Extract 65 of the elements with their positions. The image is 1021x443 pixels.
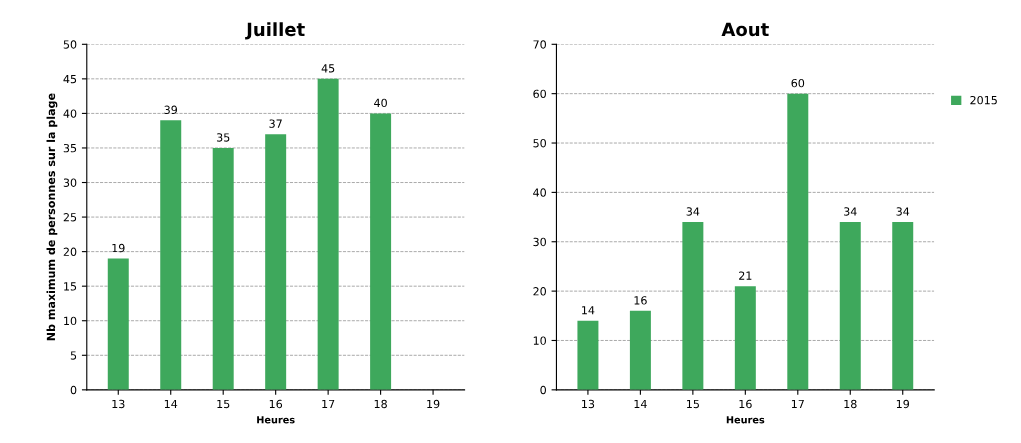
x-tick-label: 18 — [844, 399, 857, 409]
data-label: 34 — [896, 207, 910, 216]
data-label: 19 — [112, 243, 125, 253]
bar — [212, 147, 234, 390]
y-tick-label: 40 — [533, 188, 546, 197]
bar — [734, 286, 756, 390]
y-tick-label: 5 — [70, 351, 77, 360]
x-tick-label: 14 — [164, 399, 178, 408]
bar — [839, 222, 861, 390]
data-label: 34 — [844, 207, 857, 216]
y-tick-label: 70 — [533, 40, 546, 49]
bar — [370, 113, 392, 390]
data-label: 14 — [582, 306, 595, 315]
data-label: 34 — [686, 207, 700, 216]
y-tick-label: 10 — [533, 336, 546, 345]
x-tick-label: 19 — [427, 399, 440, 409]
bar — [160, 120, 182, 390]
data-label: 37 — [269, 119, 282, 128]
x-tick-label: 16 — [269, 399, 283, 409]
bar — [107, 258, 129, 390]
chart-title: Juillet — [245, 22, 305, 40]
data-label: 39 — [164, 105, 178, 114]
y-tick-label: 20 — [533, 287, 546, 296]
y-axis-title: Nb maximum de personnes sur la plage — [46, 93, 58, 341]
data-label: 60 — [791, 78, 805, 88]
x-tick-label: 13 — [582, 399, 595, 409]
x-tick-label: 14 — [634, 399, 647, 408]
x-tick-label: 16 — [739, 399, 752, 409]
y-tick-label: 45 — [63, 74, 77, 84]
x-tick-label: 13 — [112, 399, 125, 409]
y-tick-label: 40 — [63, 109, 77, 118]
data-label: 16 — [634, 296, 647, 305]
bar — [317, 78, 339, 390]
x-axis-title: Heures — [257, 416, 295, 424]
bar — [577, 320, 599, 390]
y-tick-label: 30 — [533, 237, 546, 247]
y-tick-label: 50 — [533, 139, 546, 148]
y-tick-label: 30 — [63, 178, 77, 187]
x-tick-label: 17 — [791, 399, 804, 408]
data-label: 21 — [739, 271, 752, 280]
bar — [682, 222, 704, 390]
y-tick-label: 60 — [533, 89, 546, 99]
legend-label: 2015 — [970, 95, 997, 105]
bar — [892, 222, 914, 390]
data-label: 40 — [374, 98, 387, 108]
bar — [265, 134, 287, 390]
y-tick-label: 0 — [540, 385, 546, 395]
y-tick-label: 50 — [63, 40, 77, 49]
data-label: 45 — [321, 64, 335, 73]
y-tick-label: 25 — [63, 213, 77, 222]
data-label: 35 — [216, 133, 230, 142]
bar — [787, 93, 809, 390]
x-tick-label: 19 — [896, 399, 910, 409]
x-tick-label: 17 — [322, 399, 335, 408]
x-tick-label: 18 — [374, 399, 387, 409]
y-tick-label: 35 — [63, 143, 77, 153]
y-tick-label: 20 — [63, 247, 77, 256]
bar — [629, 310, 651, 390]
y-tick-label: 10 — [64, 316, 77, 326]
y-tick-label: 15 — [64, 282, 77, 291]
x-axis-title: Heures — [726, 416, 765, 424]
x-tick-label: 15 — [687, 399, 699, 409]
y-tick-label: 0 — [70, 385, 77, 395]
x-tick-label: 15 — [217, 399, 230, 409]
chart-title: Aout — [721, 22, 769, 37]
